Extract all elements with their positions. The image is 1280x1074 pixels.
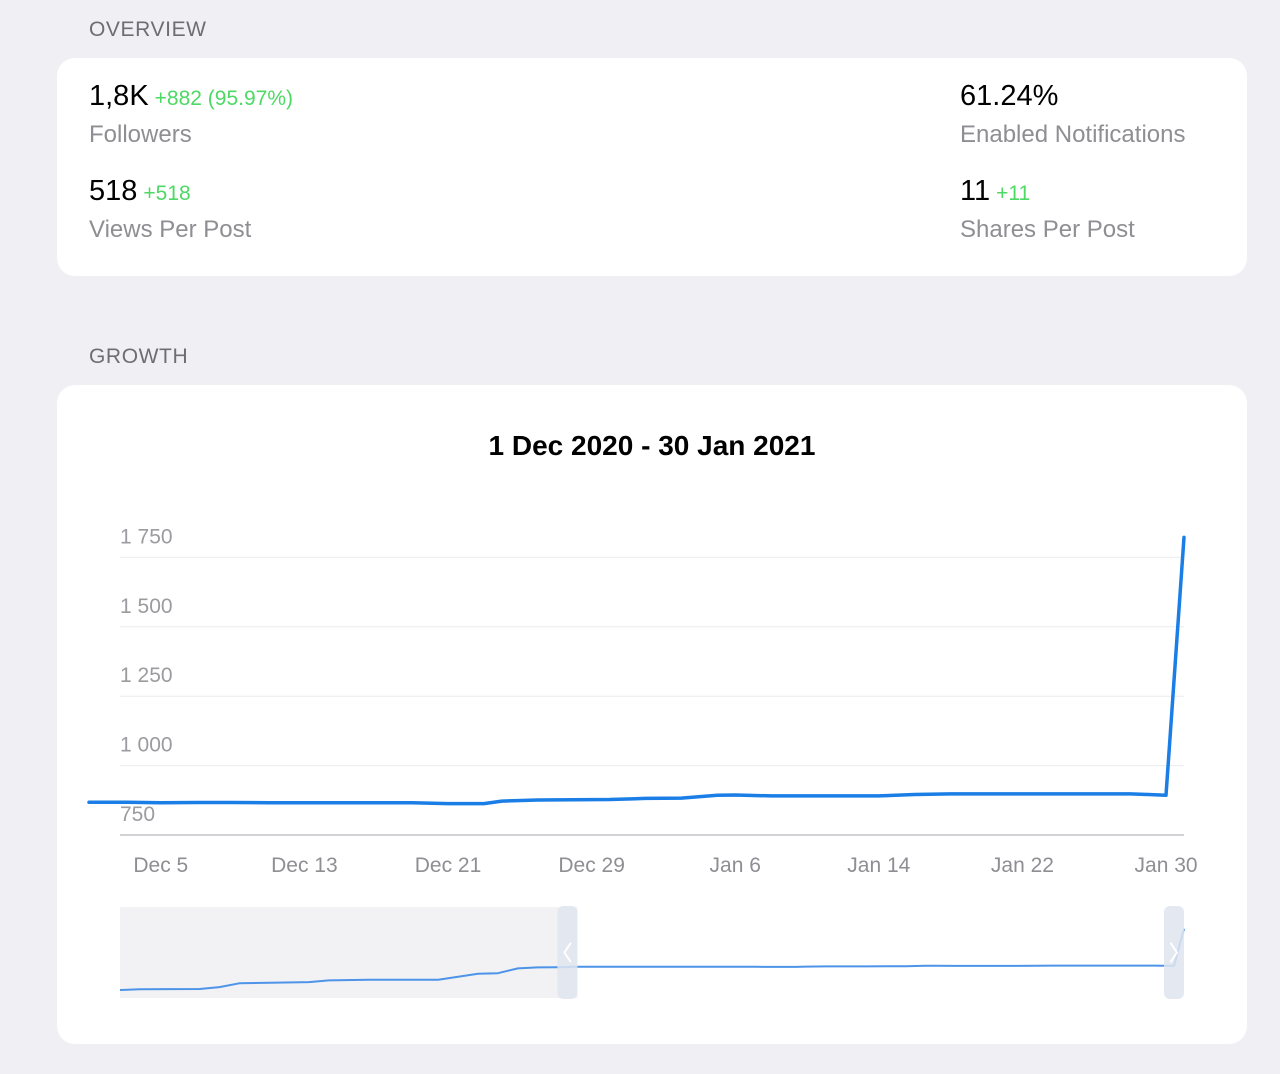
overview-section-header: OVERVIEW (89, 18, 207, 41)
navigator-series-line (119, 928, 1185, 991)
chevron-right-icon (1170, 942, 1179, 963)
y-tick-label: 1 500 (120, 595, 173, 618)
growth-section-header: GROWTH (89, 345, 189, 368)
y-tick-label: 1 000 (120, 734, 173, 757)
navigator-right-handle[interactable] (1164, 906, 1184, 999)
enabled-notifications-label: Enabled Notifications (960, 121, 1186, 148)
followers-stat: 1,8K +882 (95.97%) Followers (89, 80, 293, 149)
y-tick-label: 750 (120, 803, 155, 826)
shares-per-post-stat: 11 +11 Shares Per Post (960, 175, 1135, 244)
shares-per-post-value: 11 (960, 175, 991, 207)
x-tick-label: Jan 30 (1135, 854, 1198, 877)
growth-chart[interactable]: 750 1 000 1 250 1 500 1 750 Dec 5 Dec 13 Dec 21… (57, 385, 1247, 1044)
growth-card: 1 Dec 2020 - 30 Jan 2021 750 1 000 1 250 1 … (57, 385, 1247, 1044)
x-tick-label: Dec 29 (558, 854, 625, 877)
chart-title: 1 Dec 2020 - 30 Jan 2021 (488, 430, 816, 461)
enabled-notifications-value: 61.24% (960, 80, 1059, 112)
x-tick-label: Dec 13 (271, 854, 338, 877)
views-per-post-delta: +518 (143, 182, 191, 205)
x-tick-label: Jan 14 (847, 854, 910, 877)
shares-per-post-label: Shares Per Post (960, 216, 1135, 243)
views-per-post-value: 518 (89, 175, 138, 207)
followers-label: Followers (89, 121, 192, 148)
followers-value: 1,8K (89, 80, 149, 112)
followers-delta: +882 (95.97%) (154, 87, 294, 110)
views-per-post-label: Views Per Post (89, 216, 252, 243)
navigator-left-handle[interactable] (557, 906, 578, 999)
x-tick-label: Dec 21 (415, 854, 482, 877)
x-tick-label: Jan 22 (991, 854, 1054, 877)
navigator-selection-window[interactable] (577, 907, 1184, 998)
views-per-post-stat: 518 +518 Views Per Post (89, 175, 251, 244)
overview-card: 1,8K +882 (95.97%) Followers 518 +518 View… (57, 58, 1247, 276)
y-tick-label: 1 250 (120, 664, 173, 687)
x-tick-label: Dec 5 (133, 854, 188, 877)
enabled-notifications-stat: 61.24% Enabled Notifications (960, 80, 1185, 149)
shares-per-post-delta: +11 (996, 182, 1031, 205)
followers-series-line (87, 535, 1186, 806)
x-tick-label: Jan 6 (710, 854, 761, 877)
chevron-left-icon (563, 942, 572, 963)
y-tick-label: 1 750 (120, 525, 173, 548)
